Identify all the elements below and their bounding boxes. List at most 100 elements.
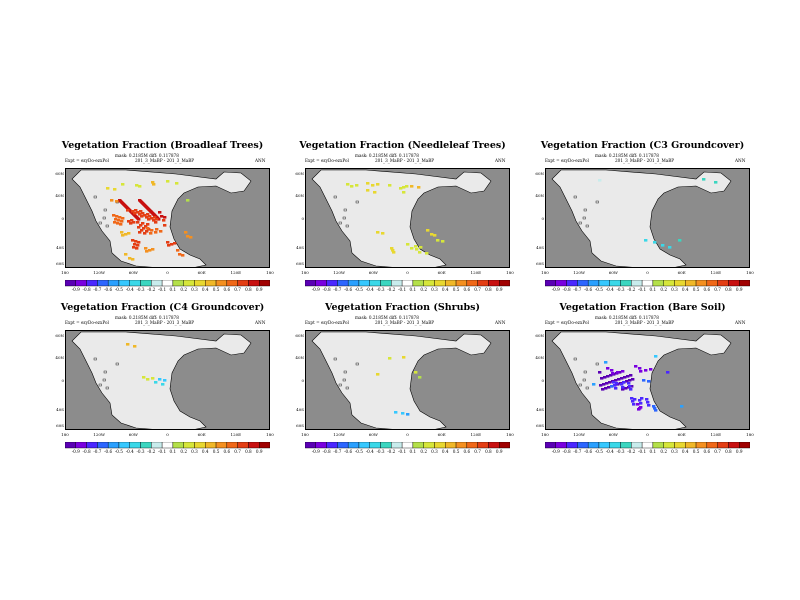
colorbar-swatch (423, 442, 435, 449)
island (333, 195, 337, 199)
colorbar-label: 0.1 (169, 449, 177, 454)
data-cell (605, 382, 609, 385)
colorbar-label: -0.8 (562, 287, 571, 292)
colorbar-swatch (739, 442, 750, 449)
data-cell (419, 246, 423, 249)
data-cell (410, 185, 414, 188)
x-tick-label: 60E (677, 270, 686, 275)
data-cell (618, 371, 622, 374)
x-tick-label: 120W (93, 432, 106, 437)
colorbar-label: -0.7 (573, 287, 582, 292)
colorbar-label: 0.3 (671, 287, 678, 292)
data-cell (151, 248, 155, 251)
island (345, 386, 349, 390)
colorbar-label: -0.3 (136, 449, 145, 454)
colorbar-label: 0.7 (714, 287, 721, 292)
colorbar-swatch (315, 442, 327, 449)
data-cell (394, 411, 398, 414)
chart-title: Vegetation Fraction (Needleleaf Trees) (299, 140, 506, 151)
expt-line: Expt = ezyDo-ezxPol (305, 158, 349, 163)
island (103, 370, 107, 374)
data-cell (110, 199, 114, 202)
data-cell (620, 383, 624, 386)
data-cell (638, 399, 642, 402)
data-cell (613, 384, 617, 387)
data-cell (647, 380, 651, 383)
data-cell (139, 210, 143, 213)
stats-line: mask: 0.2185M diff: 0.117878 (355, 315, 419, 320)
data-cell (604, 361, 608, 364)
colorbar-swatch (151, 280, 163, 287)
colorbar-label: -0.9 (551, 449, 560, 454)
island (595, 200, 599, 204)
colorbar-swatch (545, 280, 556, 287)
colorbar-label: 0.5 (452, 287, 460, 292)
colorbar-swatch (598, 442, 610, 449)
expt-line: Expt = ezyDo-ezxPol (65, 320, 109, 325)
colorbar (545, 442, 750, 456)
chart-panel: Vegetation Fraction (C3 Groundcover) mask… (535, 140, 753, 300)
colorbar-swatch (248, 280, 260, 287)
data-cell (127, 220, 131, 223)
data-cell (622, 381, 626, 384)
data-cell (135, 247, 139, 250)
y-tick-label: 40N (535, 193, 544, 198)
stats-line: mask: 0.2185M diff: 0.117878 (355, 153, 419, 158)
x-tick-label: 180 (746, 270, 754, 275)
data-cell (388, 357, 392, 360)
x-tick-label: 180 (746, 432, 754, 437)
data-cell (163, 224, 167, 227)
colorbar-label: -0.3 (616, 449, 625, 454)
data-cell (170, 243, 174, 246)
data-cell (405, 185, 409, 188)
colorbar-swatch (598, 280, 610, 287)
colorbar-swatch (315, 280, 327, 287)
colorbar-label: -0.7 (93, 287, 102, 292)
island (105, 386, 109, 390)
data-cell (115, 200, 119, 203)
data-cell (121, 202, 125, 205)
x-tick-label: 0 (406, 270, 409, 275)
data-cell (142, 203, 146, 206)
x-tick-label: 180 (506, 432, 514, 437)
colorbar-label: 0.4 (681, 287, 689, 292)
data-cell (666, 371, 670, 374)
data-cell (149, 232, 153, 235)
map-area (65, 330, 270, 430)
colorbar-label: 0.2 (420, 287, 427, 292)
data-cell (136, 244, 140, 247)
colorbar-label: -0.3 (376, 449, 385, 454)
data-cell (642, 379, 646, 382)
colorbar-swatch (215, 280, 228, 287)
data-cell (406, 413, 410, 416)
data-cell (152, 183, 156, 186)
data-cell (402, 191, 406, 194)
colorbar-swatch (685, 280, 697, 287)
colorbar-swatch (566, 442, 578, 449)
y-tick-label: 40S (56, 245, 64, 250)
colorbar-svg (65, 442, 270, 449)
data-cell (151, 181, 155, 184)
data-cell (634, 365, 638, 368)
colorbar-label: 0.3 (431, 287, 438, 292)
season-label: ANN (255, 320, 266, 325)
data-cell (600, 377, 604, 380)
x-tick-label: 180 (541, 432, 549, 437)
x-tick-label: 120W (333, 270, 346, 275)
data-cell (106, 187, 110, 190)
colorbar-swatch (566, 280, 578, 287)
colorbar-label: -0.5 (114, 449, 123, 454)
x-tick-label: 0 (406, 432, 409, 437)
colorbar-swatch (237, 442, 249, 449)
data-cell (629, 388, 633, 391)
data-cell (629, 374, 633, 377)
data-cell (133, 243, 137, 246)
colorbar-swatch (237, 280, 249, 287)
data-cell (649, 368, 653, 371)
data-cell (124, 253, 128, 256)
y-tick-label: 0 (541, 216, 544, 221)
data-cell (115, 215, 119, 218)
y-tick-label: 60N (295, 171, 304, 176)
x-tick-label: 0 (166, 432, 169, 437)
colorbar-swatch (107, 280, 120, 287)
